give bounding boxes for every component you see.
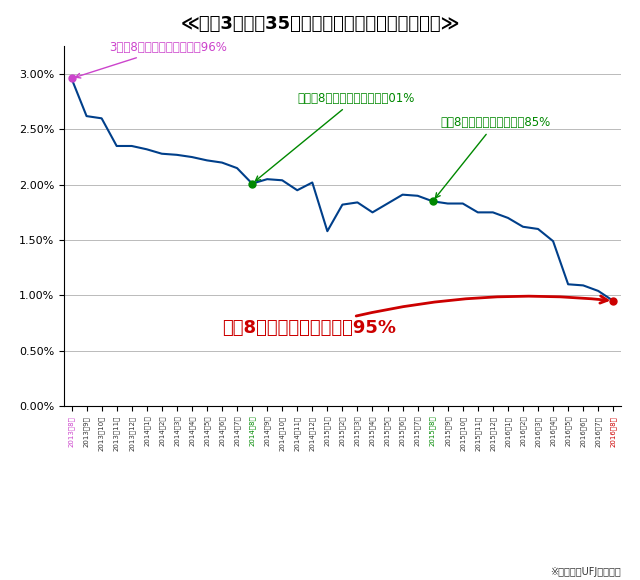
Text: 3年前8月の店頭金利：２．96%: 3年前8月の店頭金利：２．96% bbox=[76, 41, 227, 78]
Text: ※三菱東京UFJ銀行の例: ※三菱東京UFJ銀行の例 bbox=[550, 567, 621, 577]
Text: 今年8月の店頭金利：０．95%: 今年8月の店頭金利：０．95% bbox=[222, 296, 607, 338]
Text: 昨年8月の店頭金利：１．85%: 昨年8月の店頭金利：１．85% bbox=[435, 117, 550, 198]
Text: 一昨年8月の店頭金利：２．01%: 一昨年8月の店頭金利：２．01% bbox=[255, 92, 415, 181]
Text: ≪過去3年間の35年固定金利型住宅ローンの推移≫: ≪過去3年間の35年固定金利型住宅ローンの推移≫ bbox=[180, 14, 460, 32]
